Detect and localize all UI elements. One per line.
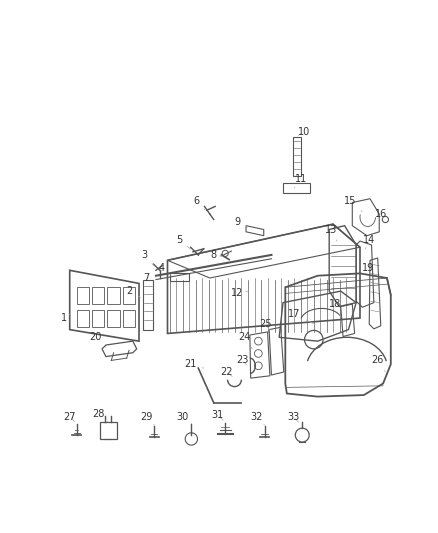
Text: 9: 9 xyxy=(234,217,247,228)
Text: 7: 7 xyxy=(144,273,157,283)
Text: 30: 30 xyxy=(176,411,191,424)
Text: 12: 12 xyxy=(231,288,248,298)
Text: 3: 3 xyxy=(141,250,154,266)
Text: 21: 21 xyxy=(184,359,204,369)
Text: 14: 14 xyxy=(363,235,375,249)
Text: 17: 17 xyxy=(288,309,315,325)
Text: 1: 1 xyxy=(60,313,70,323)
Text: 4: 4 xyxy=(159,263,171,276)
Text: 20: 20 xyxy=(90,332,106,348)
Text: 23: 23 xyxy=(236,356,248,366)
Text: 15: 15 xyxy=(344,196,362,212)
Text: 6: 6 xyxy=(193,196,205,210)
Text: 29: 29 xyxy=(141,411,155,425)
Text: 24: 24 xyxy=(238,332,252,349)
Text: 11: 11 xyxy=(294,174,307,188)
Text: 5: 5 xyxy=(176,235,191,249)
Text: 33: 33 xyxy=(287,411,299,422)
Text: 19: 19 xyxy=(362,263,374,280)
Text: 31: 31 xyxy=(212,410,224,420)
Text: 25: 25 xyxy=(259,319,272,330)
Text: 26: 26 xyxy=(371,356,385,372)
Text: 27: 27 xyxy=(64,411,76,422)
Bar xyxy=(100,422,117,439)
Text: 10: 10 xyxy=(298,127,310,137)
Text: 13: 13 xyxy=(325,224,338,241)
Text: 2: 2 xyxy=(127,286,141,297)
Text: 32: 32 xyxy=(251,411,265,425)
Text: 16: 16 xyxy=(374,209,387,219)
Text: 22: 22 xyxy=(221,367,233,377)
Text: 28: 28 xyxy=(92,409,108,422)
Text: 18: 18 xyxy=(328,299,341,317)
Text: 8: 8 xyxy=(211,250,222,260)
